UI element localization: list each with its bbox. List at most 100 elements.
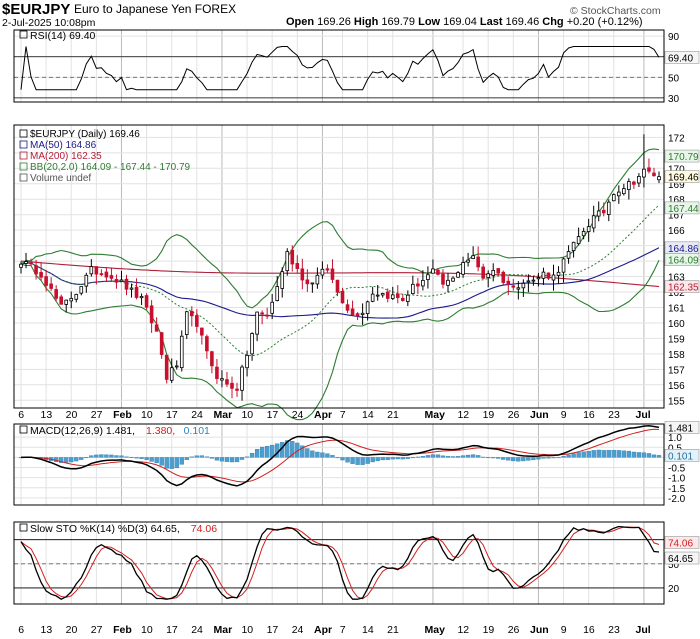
macd-hist-bar-112 (581, 451, 586, 458)
candle-body-50 (270, 301, 274, 314)
candle-71 (375, 285, 380, 301)
candle-body-36 (200, 327, 204, 336)
macd-hist-bar-31 (174, 457, 179, 469)
rsi-legend-swatch (19, 30, 28, 39)
x-tick-1-24: Jul (636, 624, 651, 636)
candle-101 (526, 274, 531, 293)
candle-14 (89, 259, 94, 277)
candle-body-19 (114, 279, 119, 283)
y-tick-price-0: 155 (668, 396, 685, 407)
sto-current-0: 74.06 (664, 536, 700, 549)
candle-78 (411, 275, 415, 295)
price-current-0-bg (664, 149, 700, 163)
macd-hist-bar-73 (385, 457, 390, 460)
macd-hist-bar-46 (249, 452, 255, 458)
x-tick-1-14: 14 (362, 624, 374, 636)
candle-body-32 (179, 335, 184, 369)
candle-44 (240, 364, 244, 401)
candle-118 (611, 193, 616, 202)
candle-body-59 (315, 274, 320, 285)
candle-body-80 (421, 279, 425, 287)
macd-hist-bar-53 (285, 440, 290, 458)
price-current-5: 162.35 (664, 280, 700, 294)
candle-48 (260, 310, 264, 325)
x-tick-1-0: 6 (18, 624, 24, 636)
sto-current-0-text: 74.06 (668, 538, 693, 549)
rsi-current-text: 69.40 (668, 53, 693, 64)
x-tick-0-18: 19 (483, 409, 495, 421)
macd-current-0: 1.481 (664, 421, 700, 434)
macd-hist-bar-26 (149, 457, 154, 462)
candle-53 (285, 248, 290, 276)
candle-113 (586, 218, 591, 242)
candle-116 (601, 202, 606, 217)
x-tick-1-9: 10 (241, 624, 253, 636)
price-legend-swatch-3 (19, 162, 28, 171)
candle-body-70 (370, 293, 375, 302)
macd-hist-bar-94 (491, 457, 496, 459)
candle-91 (476, 246, 480, 272)
candle-body-28 (159, 332, 164, 355)
candle-21 (124, 274, 129, 296)
macd-legend-0: MACD(12,26,9) 1.481, (30, 425, 135, 437)
candle-75 (395, 285, 400, 304)
candle-body-53 (285, 251, 290, 272)
candle-body-127 (657, 176, 661, 181)
candle-112 (581, 227, 586, 240)
candle-19 (114, 274, 119, 289)
candle-body-97 (506, 280, 511, 286)
candle-10 (69, 291, 74, 309)
candle-body-126 (652, 172, 656, 177)
candle-body-73 (385, 291, 390, 299)
sto-k-line (20, 525, 660, 600)
candle-body-14 (89, 266, 94, 275)
candle-42 (230, 376, 234, 399)
candle-97 (506, 276, 511, 296)
candle-103 (536, 273, 541, 287)
macd-hist-bar-64 (340, 457, 345, 461)
candle-65 (345, 299, 350, 314)
rsi-legend: RSI(14) 69.40 (30, 30, 96, 42)
x-tick-0-16: May (425, 409, 446, 421)
macd-hist-bar-36 (199, 455, 205, 458)
x-tick-1-13: 7 (340, 624, 346, 636)
candle-70 (370, 286, 375, 303)
sto-d-line (20, 526, 660, 600)
candle-115 (596, 201, 601, 222)
y-tick-price-7: 162 (668, 288, 685, 299)
candle-body-48 (260, 312, 264, 315)
x-tick-1-7: 24 (191, 624, 203, 636)
price-current-2: 167.44 (664, 201, 700, 215)
candle-60 (320, 261, 325, 279)
candle-body-89 (466, 259, 470, 263)
candle-body-86 (451, 277, 455, 282)
macd-line (20, 425, 660, 487)
macd-hist-bar-120 (621, 450, 626, 458)
candle-body-77 (406, 294, 410, 302)
y-tick-rsi-0: 30 (668, 94, 680, 105)
candle-body-119 (617, 191, 621, 197)
price-legend-swatch-4 (19, 173, 28, 182)
candle-body-84 (441, 273, 445, 285)
price-legend-0: $EURJPY (Daily) 169.46 (30, 129, 140, 140)
macd-hist-bar-24 (139, 457, 144, 459)
candle-body-40 (220, 378, 224, 381)
candle-body-31 (174, 365, 179, 368)
x-tick-1-15: 21 (387, 624, 399, 636)
x-tick-0-12: Apr (314, 409, 332, 421)
macd-hist-bar-82 (430, 454, 436, 458)
candle-51 (275, 275, 280, 302)
candle-54 (290, 245, 295, 272)
candle-99 (516, 281, 521, 300)
sto-legend-0: Slow STO %K(14) %D(3) 64.65, (30, 523, 180, 535)
macd-hist-bar-63 (335, 457, 340, 459)
macd-hist-bar-77 (405, 457, 410, 459)
x-tick-1-2: 20 (66, 624, 78, 636)
x-tick-0-13: 7 (340, 409, 346, 421)
candle-100 (521, 279, 526, 297)
price-current-4-bg (664, 253, 700, 266)
candle-body-18 (109, 275, 114, 279)
candle-body-12 (79, 286, 84, 294)
x-tick-0-11: 24 (292, 409, 304, 421)
macd-hist-bar-21 (124, 456, 129, 458)
